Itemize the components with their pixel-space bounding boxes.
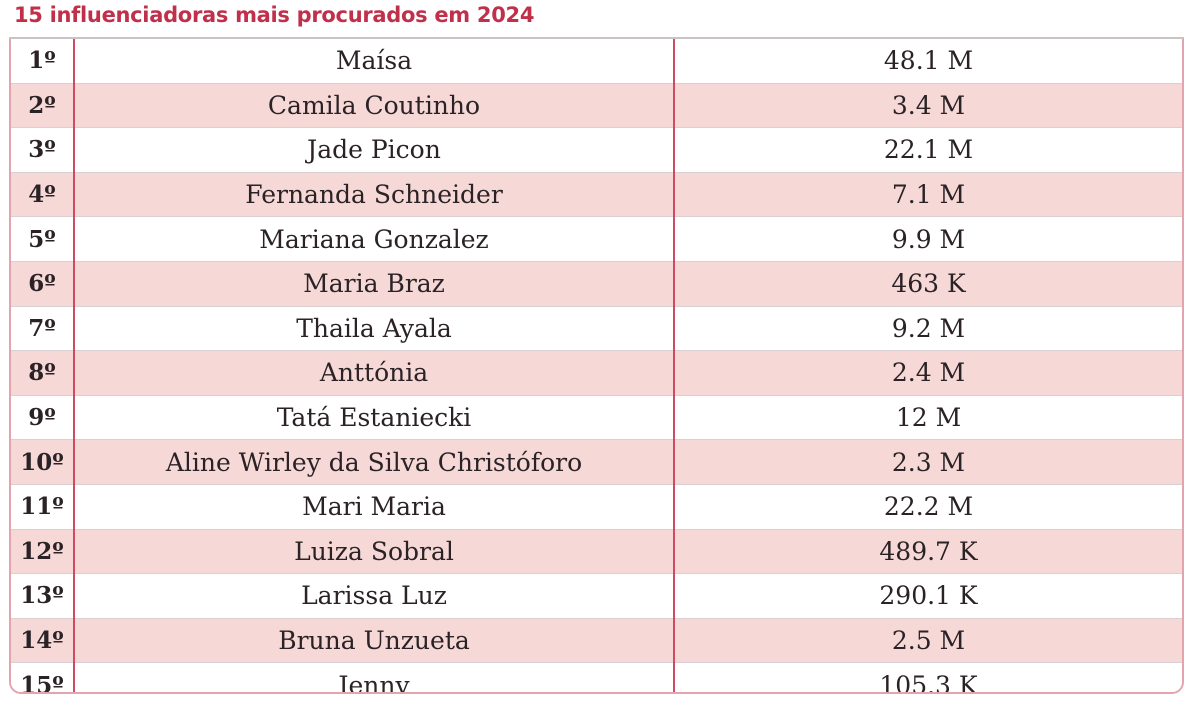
rank-cell: 9º <box>11 395 75 441</box>
name-cell: Jenny <box>74 662 675 692</box>
value-cell: 22.2 M <box>674 484 1182 530</box>
name-cell: Thaila Ayala <box>74 306 675 352</box>
table-row: 15º Jenny 105.3 K <box>11 662 1182 692</box>
table-row: 12º Luiza Sobral 489.7 K <box>11 529 1182 575</box>
value-cell: 2.3 M <box>674 439 1182 485</box>
value-cell: 105.3 K <box>674 662 1182 692</box>
name-cell: Mari Maria <box>74 484 675 530</box>
rank-cell: 11º <box>11 484 75 530</box>
rank-cell: 6º <box>11 261 75 307</box>
ranking-table: 1º Maísa 48.1 M 2º Camila Coutinho 3.4 M 3º Jad… <box>11 39 1182 692</box>
table-row: 9º Tatá Estaniecki 12 M <box>11 395 1182 441</box>
table-row: 11º Mari Maria 22.2 M <box>11 484 1182 530</box>
name-cell: Mariana Gonzalez <box>74 216 675 262</box>
table-row: 6º Maria Braz 463 K <box>11 261 1182 307</box>
table-row: 4º Fernanda Schneider 7.1 M <box>11 172 1182 218</box>
value-cell: 290.1 K <box>674 573 1182 619</box>
table-row: 1º Maísa 48.1 M <box>11 39 1182 84</box>
table-row: 14º Bruna Unzueta 2.5 M <box>11 618 1182 664</box>
rank-cell: 2º <box>11 83 75 129</box>
rank-cell: 3º <box>11 127 75 173</box>
rank-cell: 1º <box>11 39 75 84</box>
value-cell: 7.1 M <box>674 172 1182 218</box>
name-cell: Maísa <box>74 39 675 84</box>
rank-cell: 5º <box>11 216 75 262</box>
name-cell: Camila Coutinho <box>74 83 675 129</box>
value-cell: 48.1 M <box>674 39 1182 84</box>
table-row: 7º Thaila Ayala 9.2 M <box>11 306 1182 352</box>
name-cell: Fernanda Schneider <box>74 172 675 218</box>
ranking-table-frame: 1º Maísa 48.1 M 2º Camila Coutinho 3.4 M 3º Jad… <box>9 37 1184 694</box>
rank-cell: 8º <box>11 350 75 396</box>
rank-cell: 13º <box>11 573 75 619</box>
table-row: 5º Mariana Gonzalez 9.9 M <box>11 216 1182 262</box>
rank-cell: 4º <box>11 172 75 218</box>
rank-cell: 12º <box>11 529 75 575</box>
value-cell: 463 K <box>674 261 1182 307</box>
ranking-table-body: 1º Maísa 48.1 M 2º Camila Coutinho 3.4 M 3º Jad… <box>11 39 1182 692</box>
value-cell: 9.9 M <box>674 216 1182 262</box>
table-row: 8º Anttónia 2.4 M <box>11 350 1182 396</box>
rank-cell: 10º <box>11 439 75 485</box>
table-title: 15 influenciadoras mais procurados em 20… <box>14 3 535 27</box>
value-cell: 2.4 M <box>674 350 1182 396</box>
table-row: 13º Larissa Luz 290.1 K <box>11 573 1182 619</box>
table-row: 10º Aline Wirley da Silva Christóforo 2.3 … <box>11 439 1182 485</box>
value-cell: 3.4 M <box>674 83 1182 129</box>
value-cell: 489.7 K <box>674 529 1182 575</box>
name-cell: Tatá Estaniecki <box>74 395 675 441</box>
name-cell: Jade Picon <box>74 127 675 173</box>
name-cell: Maria Braz <box>74 261 675 307</box>
value-cell: 2.5 M <box>674 618 1182 664</box>
value-cell: 9.2 M <box>674 306 1182 352</box>
table-row: 2º Camila Coutinho 3.4 M <box>11 83 1182 129</box>
name-cell: Anttónia <box>74 350 675 396</box>
table-row: 3º Jade Picon 22.1 M <box>11 127 1182 173</box>
table-top-divider <box>9 37 1184 39</box>
rank-cell: 7º <box>11 306 75 352</box>
rank-cell: 15º <box>11 662 75 692</box>
value-cell: 12 M <box>674 395 1182 441</box>
name-cell: Larissa Luz <box>74 573 675 619</box>
name-cell: Luiza Sobral <box>74 529 675 575</box>
value-cell: 22.1 M <box>674 127 1182 173</box>
name-cell: Bruna Unzueta <box>74 618 675 664</box>
rank-cell: 14º <box>11 618 75 664</box>
name-cell: Aline Wirley da Silva Christóforo <box>74 439 675 485</box>
